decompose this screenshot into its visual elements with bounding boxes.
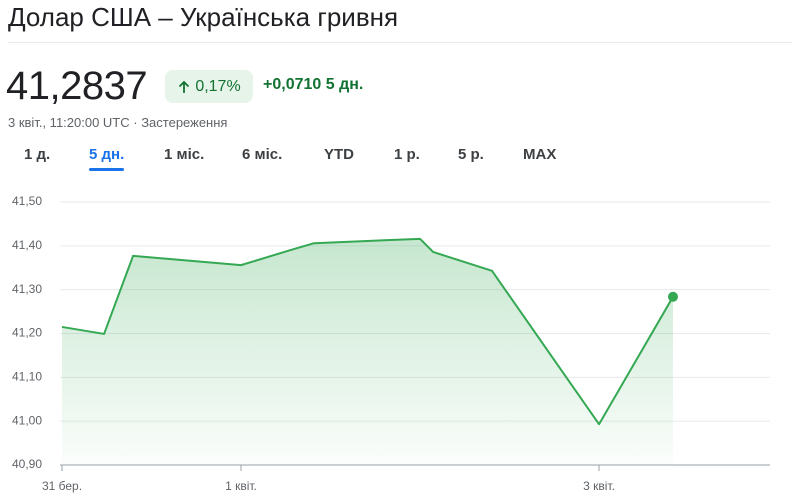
up-arrow — [179, 80, 190, 93]
range-tab[interactable]: 1 д. — [24, 146, 51, 163]
y-tick-label: 41,40 — [12, 238, 42, 252]
area-fill — [62, 238, 673, 465]
range-tab[interactable]: YTD — [324, 146, 354, 163]
x-tick-label: 1 квіт. — [225, 479, 257, 493]
range-tab[interactable]: 6 міс. — [242, 146, 283, 163]
change-percent: 0,17% — [195, 77, 241, 95]
x-tick-label: 3 квіт. — [583, 479, 615, 493]
y-tick-label: 40,90 — [12, 457, 42, 471]
range-tab[interactable]: 1 міс. — [164, 146, 205, 163]
y-tick-label: 41,00 — [12, 413, 42, 427]
change-absolute: +0,0710 5 дн. — [263, 76, 364, 93]
range-tab[interactable]: MAX — [523, 146, 557, 163]
change-badge: 0,17% — [165, 70, 253, 103]
price-line — [61, 237, 674, 426]
y-tick-label: 41,20 — [12, 326, 42, 340]
timestamp: 3 квіт., 11:20:00 UTC · Застереження — [8, 115, 228, 130]
y-tick-label: 41,10 — [12, 370, 42, 384]
range-tabs: 1 д. 5 дн. 1 міс. 6 міс. YTD 1 р. 5 р. MAX — [0, 146, 800, 172]
range-tab[interactable]: 1 р. — [394, 146, 420, 163]
last-point — [667, 291, 678, 302]
divider — [8, 42, 792, 43]
page-title: Долар США – Українська гривня — [8, 2, 399, 32]
range-tab[interactable]: 5 р. — [458, 146, 484, 163]
y-tick-label: 41,30 — [12, 282, 42, 296]
x-tick-label: 31 бер. — [42, 479, 82, 493]
range-tab[interactable]: 5 дн. — [89, 146, 125, 171]
price: 41,2837 — [6, 64, 148, 108]
y-tick-label: 41,50 — [12, 194, 42, 208]
